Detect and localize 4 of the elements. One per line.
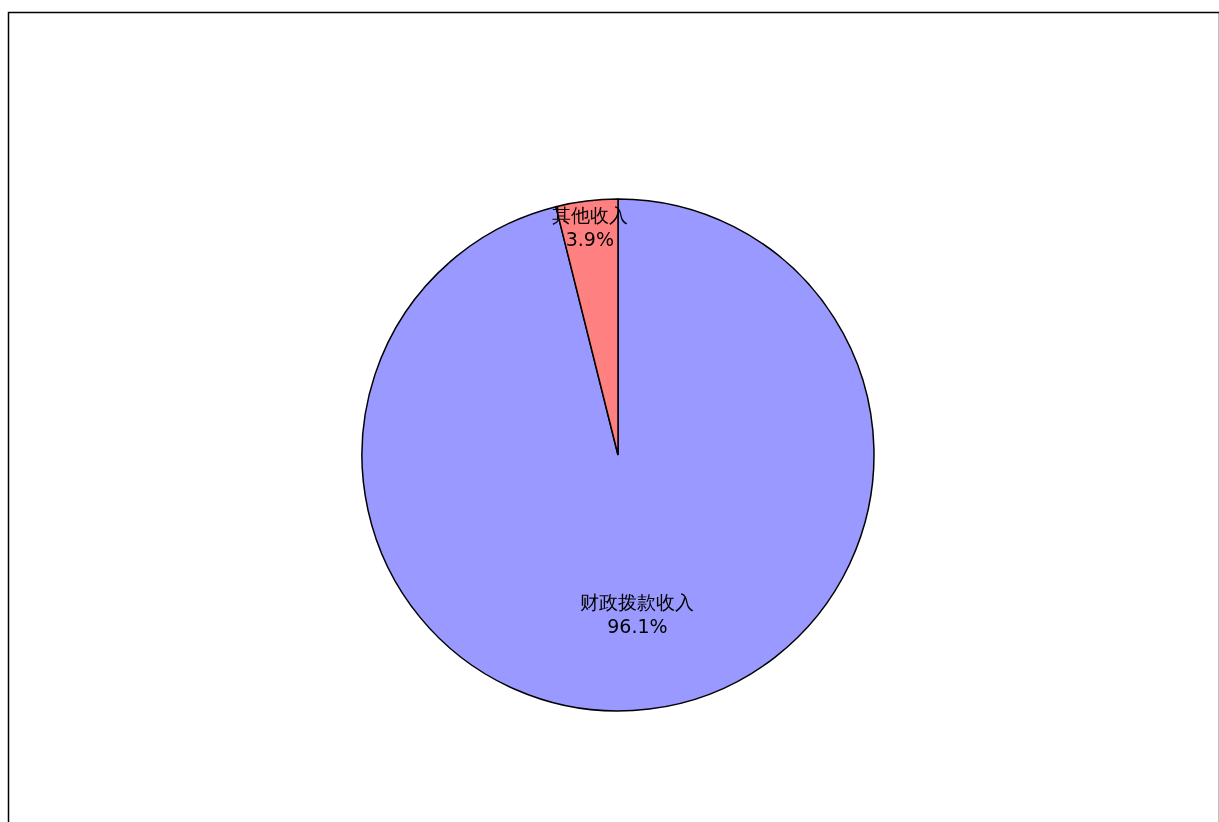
data-label: 3.9% [565, 228, 614, 251]
slice-label: 财政拨款收入 [580, 590, 695, 613]
data-label: 96.1% [607, 614, 668, 637]
pie-slice [361, 198, 875, 712]
